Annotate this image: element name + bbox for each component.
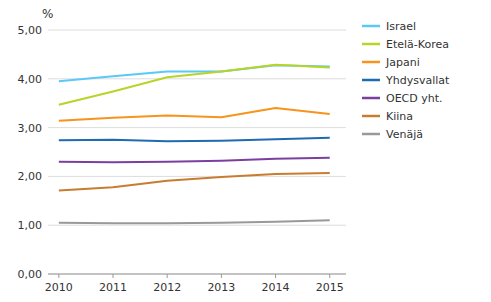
series-line [59, 158, 330, 162]
legend-swatch [362, 79, 380, 82]
legend-label: Yhdysvallat [385, 74, 450, 87]
legend-swatch [362, 97, 380, 100]
legend-swatch [362, 133, 380, 136]
x-tick [113, 274, 114, 278]
legend-label: Israel [386, 20, 416, 33]
x-tick-label: 2015 [316, 281, 344, 294]
x-tick [221, 274, 222, 278]
legend-swatch [362, 43, 380, 46]
y-tick-label: 5,00 [18, 24, 43, 37]
y-tick-label: 2,00 [18, 170, 43, 183]
x-tick-label: 2012 [153, 281, 181, 294]
grid-line [48, 176, 346, 177]
chart: 0,001,002,003,004,005,00%201020112012201… [0, 0, 491, 302]
y-tick-label: 4,00 [18, 73, 43, 86]
legend-label: OECD yht. [386, 92, 443, 105]
series-line [59, 138, 330, 141]
x-tick-label: 2013 [207, 281, 235, 294]
series-line [59, 65, 330, 105]
series-line [59, 65, 330, 81]
series-line [59, 108, 330, 121]
grid-line [48, 274, 346, 275]
y-axis-label: % [42, 7, 53, 21]
legend-swatch [362, 25, 380, 28]
legend-label: Kiina [386, 110, 413, 123]
legend: Israel Etelä-Korea Japani Yhdysvallat OECD y… [362, 20, 450, 141]
legend-label: Japani [385, 56, 420, 69]
legend-label: Etelä-Korea [386, 38, 449, 51]
x-tick-label: 2011 [99, 281, 127, 294]
lines [59, 65, 330, 224]
x-axis-line [48, 274, 346, 275]
x-tick-label: 2010 [45, 281, 73, 294]
y-tick-label: 0,00 [18, 268, 43, 281]
x-tick [275, 274, 276, 278]
legend-swatch [362, 61, 380, 64]
x-axis: 2010 2011 2012 2013 2014 2015 [45, 274, 346, 294]
grid-line [48, 127, 346, 128]
x-tick-label: 2014 [262, 281, 290, 294]
legend-swatch [362, 115, 380, 118]
grid-line [48, 225, 346, 226]
legend-label: Venäjä [386, 128, 423, 141]
x-tick [58, 274, 59, 278]
series-line [59, 173, 330, 191]
y-axis: 0,00 1,00 2,00 3,00 4,00 5,00 [18, 24, 347, 281]
grid-line [48, 30, 346, 31]
series-line [59, 220, 330, 223]
y-tick-label: 3,00 [18, 122, 43, 135]
x-tick [329, 274, 330, 278]
y-tick-label: 1,00 [18, 219, 43, 232]
x-tick [167, 274, 168, 278]
